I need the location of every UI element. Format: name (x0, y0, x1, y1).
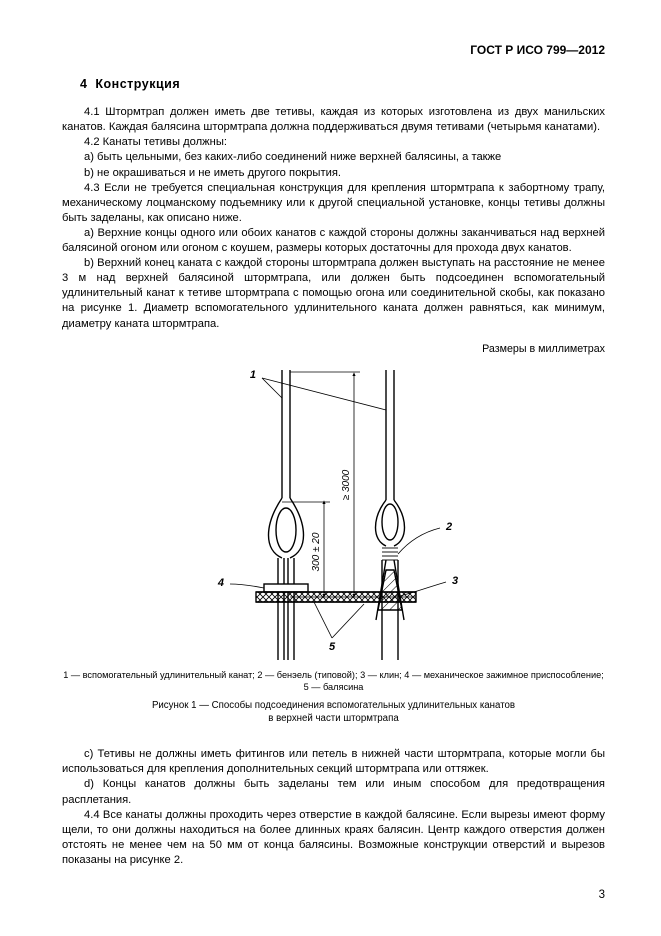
section-title-text: Конструкция (95, 77, 180, 91)
legend-line1: 1 — вспомогательный удлинительный канат;… (63, 670, 604, 680)
dim-b: 300 ± 20 (311, 532, 322, 571)
caption-line2: в верхней части штормтрапа (268, 713, 398, 724)
callout-2: 2 (445, 521, 452, 533)
para-4-3-a: a) Верхние концы одного или обоих канато… (62, 226, 605, 256)
para-4-2-a: a) быть цельными, без каких-либо соедине… (62, 150, 605, 165)
callout-4: 4 (216, 577, 223, 589)
figure-1: ≥ 3000 300 ± 20 (164, 360, 504, 660)
callout-1: 1 (249, 369, 255, 381)
para-4-3-c: c) Тетивы не должны иметь фитингов или п… (62, 747, 605, 777)
page-number: 3 (599, 888, 605, 904)
dim-a: ≥ 3000 (341, 469, 352, 500)
doc-header: ГОСТ Р ИСО 799—2012 (62, 42, 605, 58)
section-title: 4 Конструкция (80, 76, 605, 93)
figure-caption: Рисунок 1 — Способы подсоединения вспомо… (62, 700, 605, 725)
caption-line1: Рисунок 1 — Способы подсоединения вспомо… (152, 700, 515, 711)
section-number: 4 (80, 77, 87, 91)
para-4-1: 4.1 Штормтрап должен иметь две тетивы, к… (62, 105, 605, 135)
para-4-2-b: b) не окрашиваться и не иметь другого по… (62, 166, 605, 181)
para-4-2-lead: 4.2 Канаты тетивы должны: (62, 135, 605, 150)
callout-3: 3 (452, 575, 458, 587)
figure-units: Размеры в миллиметрах (62, 342, 605, 356)
figure-legend: 1 — вспомогательный удлинительный канат;… (62, 670, 605, 694)
callout-5: 5 (328, 641, 335, 653)
para-4-3-d: d) Концы канатов должны быть заделаны те… (62, 777, 605, 807)
para-4-4: 4.4 Все канаты должны проходить через от… (62, 808, 605, 868)
legend-line2: 5 — балясина (304, 682, 364, 692)
para-4-3-b: b) Верхний конец каната с каждой стороны… (62, 256, 605, 332)
para-4-3-lead: 4.3 Если не требуется специальная констр… (62, 181, 605, 226)
